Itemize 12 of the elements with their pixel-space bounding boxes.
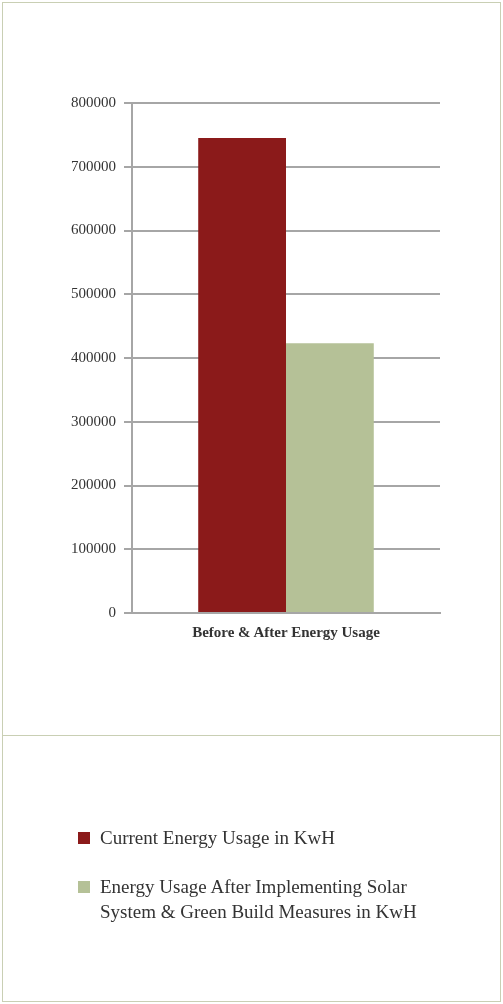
legend-label: Energy Usage After Implementing Solar System & Green Build Measures in KwH xyxy=(100,875,418,924)
y-tick-label: 400000 xyxy=(71,348,116,365)
legend-label: Current Energy Usage in KwH xyxy=(100,826,335,850)
y-tick-label: 700000 xyxy=(71,157,116,174)
y-tick-label: 600000 xyxy=(71,221,116,238)
y-tick-label: 0 xyxy=(108,603,116,620)
y-tick-label: 500000 xyxy=(71,285,116,302)
y-tick-label: 200000 xyxy=(71,476,116,493)
y-tick-label: 300000 xyxy=(71,412,116,429)
y-tick-label: 800000 xyxy=(71,93,116,110)
x-tick-label: Before & After Energy Usage xyxy=(192,623,381,640)
y-tick-label: 100000 xyxy=(71,540,116,557)
